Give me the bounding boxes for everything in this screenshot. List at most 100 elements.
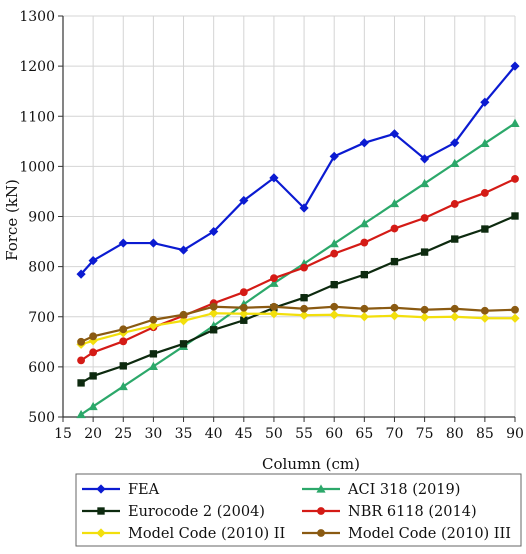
data-point xyxy=(450,158,460,168)
data-point xyxy=(480,306,489,315)
legend-label: FEA xyxy=(128,482,160,498)
legend-label: Model Code (2010) III xyxy=(348,526,511,542)
grid xyxy=(63,15,516,417)
data-point xyxy=(77,356,85,365)
data-point xyxy=(390,303,399,312)
data-point xyxy=(299,203,309,213)
data-point xyxy=(239,288,248,297)
data-point xyxy=(329,151,339,161)
series-lines xyxy=(76,61,520,419)
y-axis-title: Force (kN) xyxy=(3,179,21,261)
data-point xyxy=(359,218,369,228)
legend-marker xyxy=(96,528,106,538)
data-point xyxy=(178,316,189,326)
legend-item: FEA xyxy=(82,482,160,498)
data-point xyxy=(148,238,158,248)
data-point xyxy=(450,312,460,322)
x-tick-label: 75 xyxy=(416,426,434,442)
data-point xyxy=(329,310,339,320)
data-point xyxy=(390,224,399,233)
y-tick-label: 700 xyxy=(28,310,55,326)
data-point xyxy=(269,278,279,287)
data-point xyxy=(450,138,460,148)
y-tick-label: 800 xyxy=(28,260,55,276)
data-point xyxy=(179,310,188,319)
data-point xyxy=(360,238,369,247)
legend-marker xyxy=(317,507,325,515)
legend-marker xyxy=(317,529,325,537)
data-point xyxy=(89,332,98,341)
data-point xyxy=(420,248,429,256)
x-tick-label: 45 xyxy=(235,426,253,442)
y-tick-label: 900 xyxy=(28,210,55,226)
axes xyxy=(58,15,516,422)
data-point xyxy=(89,348,98,357)
tick-labels: 15 20 25 30 35 40 45 50 55 60 65 70 75 80 85 90 500 600 70… xyxy=(19,9,524,442)
legend-item: Model Code (2010) II xyxy=(82,526,285,542)
series-fea xyxy=(76,61,520,279)
series-line-model-code-2010-iii xyxy=(80,305,516,343)
data-point xyxy=(330,249,339,258)
data-point xyxy=(510,118,520,127)
x-tick-label: 65 xyxy=(355,426,373,442)
legend-label: ACI 318 (2019) xyxy=(347,482,460,498)
legend-item: ACI 318 (2019) xyxy=(302,482,460,498)
legend-marker xyxy=(97,507,105,515)
data-point xyxy=(300,304,308,313)
series-line-model-code-2010-ii xyxy=(80,312,515,346)
x-tick-label: 50 xyxy=(265,426,283,442)
data-point xyxy=(209,326,218,334)
data-point xyxy=(330,280,338,289)
data-point xyxy=(88,401,98,411)
y-tick-label: 500 xyxy=(28,410,55,426)
data-point xyxy=(119,337,128,346)
data-point xyxy=(149,315,158,324)
data-point xyxy=(209,226,219,237)
data-point xyxy=(330,302,339,311)
data-point xyxy=(209,302,218,311)
data-point xyxy=(300,263,308,272)
data-point xyxy=(88,256,98,266)
y-tick-label: 1000 xyxy=(19,159,55,175)
x-tick-label: 90 xyxy=(506,426,524,442)
legend-label: Eurocode 2 (2004) xyxy=(128,504,265,520)
data-point xyxy=(179,340,188,348)
legend-item: Model Code (2010) III xyxy=(302,526,511,542)
data-point xyxy=(299,310,309,320)
x-tick-label: 20 xyxy=(84,426,102,442)
y-tick-label: 1300 xyxy=(19,9,55,25)
legend-marker xyxy=(316,484,326,493)
x-tick-label: 55 xyxy=(295,426,313,442)
series-line-eurocode-2-2004 xyxy=(80,214,516,384)
data-point xyxy=(389,129,400,139)
data-point xyxy=(270,302,278,311)
data-point xyxy=(450,200,459,208)
data-point xyxy=(269,173,279,183)
data-point xyxy=(300,294,308,302)
data-point xyxy=(390,257,399,266)
legend-frame xyxy=(75,473,522,547)
data-point xyxy=(420,154,430,164)
data-point xyxy=(89,372,97,380)
data-point xyxy=(239,303,248,312)
data-point xyxy=(77,337,85,346)
data-point xyxy=(329,238,339,248)
data-point xyxy=(178,245,189,255)
series-model-code-2010-iii xyxy=(77,302,519,346)
data-point xyxy=(239,309,249,319)
data-point xyxy=(480,97,490,107)
data-point xyxy=(480,189,489,197)
data-point xyxy=(420,214,429,222)
data-point xyxy=(359,312,369,322)
series-line-fea xyxy=(80,65,516,275)
data-point xyxy=(239,195,249,206)
data-point xyxy=(511,305,519,314)
legend-item: NBR 6118 (2014) xyxy=(302,504,477,520)
x-tick-label: 70 xyxy=(386,426,404,442)
data-point xyxy=(76,269,86,279)
data-point xyxy=(480,313,490,323)
data-point xyxy=(389,198,400,208)
data-point xyxy=(76,409,86,419)
